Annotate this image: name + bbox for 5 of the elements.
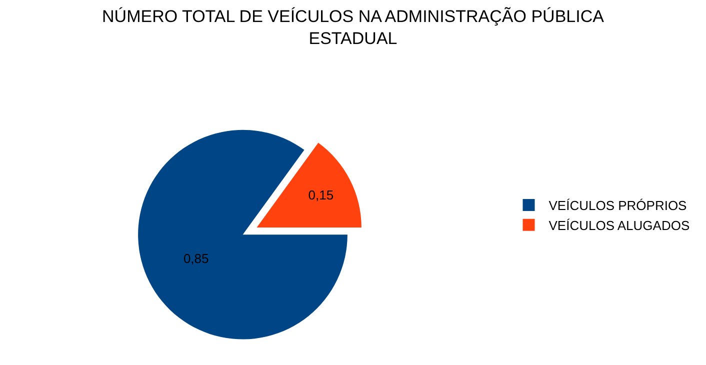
- legend-label: VEÍCULOS ALUGADOS: [548, 218, 690, 233]
- data-label: 0,85: [183, 250, 209, 266]
- legend-label: VEÍCULOS PRÓPRIOS: [548, 198, 688, 214]
- data-label: 0,15: [308, 187, 334, 202]
- chart-title: NÚMERO TOTAL DE VEÍCULOS NA ADMINISTRAÇÃO PÚBLICA ESTADUAL: [102, 6, 605, 48]
